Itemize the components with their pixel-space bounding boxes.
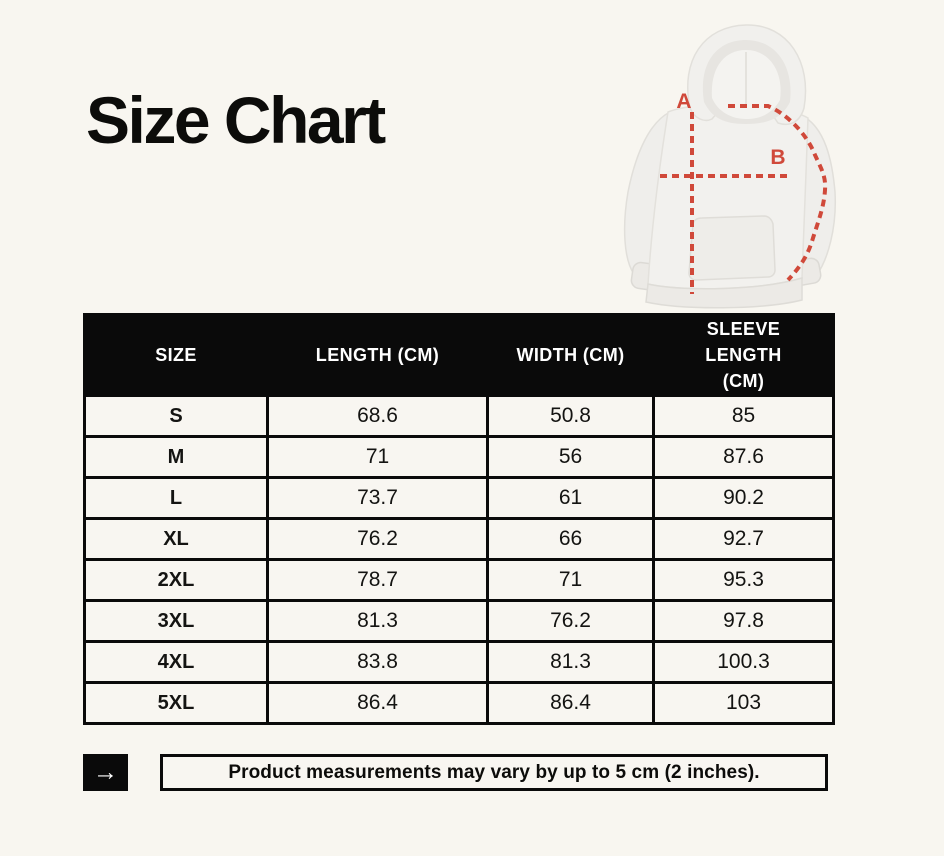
page-title: Size Chart bbox=[86, 83, 386, 157]
size-table: SIZE LENGTH (CM) WIDTH (CM) SLEEVE LENGTH (… bbox=[83, 312, 835, 726]
footer: → Product measurements may vary by up to… bbox=[83, 754, 828, 791]
size-cell: M bbox=[83, 435, 269, 480]
arrow-button[interactable]: → bbox=[83, 754, 128, 791]
size-cell: 2XL bbox=[83, 558, 269, 603]
table-row: 5XL 86.4 86.4 103 bbox=[83, 681, 835, 726]
hoodie-pocket bbox=[688, 215, 776, 281]
table-row: L 73.7 61 90.2 bbox=[83, 476, 835, 521]
table-row: XL 76.2 66 92.7 bbox=[83, 517, 835, 562]
value-cell: 100.3 bbox=[652, 640, 835, 685]
value-cell: 92.7 bbox=[652, 517, 835, 562]
column-header: WIDTH (CM) bbox=[486, 312, 655, 398]
value-cell: 83.8 bbox=[266, 640, 489, 685]
right-arrow-icon: → bbox=[93, 758, 118, 786]
table-body: S 68.6 50.8 85 M 71 56 87.6 L 73.7 61 90.2 XL 76.2 66 9… bbox=[83, 394, 835, 726]
table-row: 3XL 81.3 76.2 97.8 bbox=[83, 599, 835, 644]
column-header: SLEEVE LENGTH (CM) bbox=[652, 312, 835, 398]
column-header: LENGTH (CM) bbox=[266, 312, 489, 398]
size-cell: 3XL bbox=[83, 599, 269, 644]
value-cell: 71 bbox=[486, 558, 655, 603]
value-cell: 90.2 bbox=[652, 476, 835, 521]
value-cell: 66 bbox=[486, 517, 655, 562]
value-cell: 86.4 bbox=[486, 681, 655, 726]
measure-line-sleeve bbox=[728, 104, 828, 282]
size-table-head: SIZE LENGTH (CM) WIDTH (CM) SLEEVE LENGTH (… bbox=[83, 312, 835, 398]
value-cell: 56 bbox=[486, 435, 655, 480]
size-cell: L bbox=[83, 476, 269, 521]
value-cell: 86.4 bbox=[266, 681, 489, 726]
table-header-row: SIZE LENGTH (CM) WIDTH (CM) SLEEVE LENGTH (… bbox=[83, 312, 835, 398]
value-cell: 103 bbox=[652, 681, 835, 726]
measurement-note: Product measurements may vary by up to 5… bbox=[160, 754, 828, 791]
value-cell: 81.3 bbox=[266, 599, 489, 644]
table-row: M 71 56 87.6 bbox=[83, 435, 835, 480]
value-cell: 81.3 bbox=[486, 640, 655, 685]
hoodie-hem bbox=[645, 276, 803, 309]
measure-label-b: B bbox=[770, 146, 785, 169]
value-cell: 76.2 bbox=[266, 517, 489, 562]
size-cell: S bbox=[83, 394, 269, 439]
value-cell: 73.7 bbox=[266, 476, 489, 521]
measurement-note-text: Product measurements may vary by up to 5… bbox=[228, 761, 760, 783]
value-cell: 71 bbox=[266, 435, 489, 480]
value-cell: 76.2 bbox=[486, 599, 655, 644]
column-header: SIZE bbox=[83, 312, 269, 398]
table-row: S 68.6 50.8 85 bbox=[83, 394, 835, 439]
measure-label-a: A bbox=[676, 90, 691, 113]
value-cell: 61 bbox=[486, 476, 655, 521]
hoodie-measurement-diagram: A B bbox=[612, 12, 944, 312]
value-cell: 97.8 bbox=[652, 599, 835, 644]
value-cell: 87.6 bbox=[652, 435, 835, 480]
size-cell: 4XL bbox=[83, 640, 269, 685]
hoodie-illustration: A B bbox=[623, 24, 837, 309]
value-cell: 95.3 bbox=[652, 558, 835, 603]
value-cell: 68.6 bbox=[266, 394, 489, 439]
value-cell: 78.7 bbox=[266, 558, 489, 603]
value-cell: 50.8 bbox=[486, 394, 655, 439]
size-cell: 5XL bbox=[83, 681, 269, 726]
table-row: 4XL 83.8 81.3 100.3 bbox=[83, 640, 835, 685]
value-cell: 85 bbox=[652, 394, 835, 439]
table-row: 2XL 78.7 71 95.3 bbox=[83, 558, 835, 603]
size-cell: XL bbox=[83, 517, 269, 562]
